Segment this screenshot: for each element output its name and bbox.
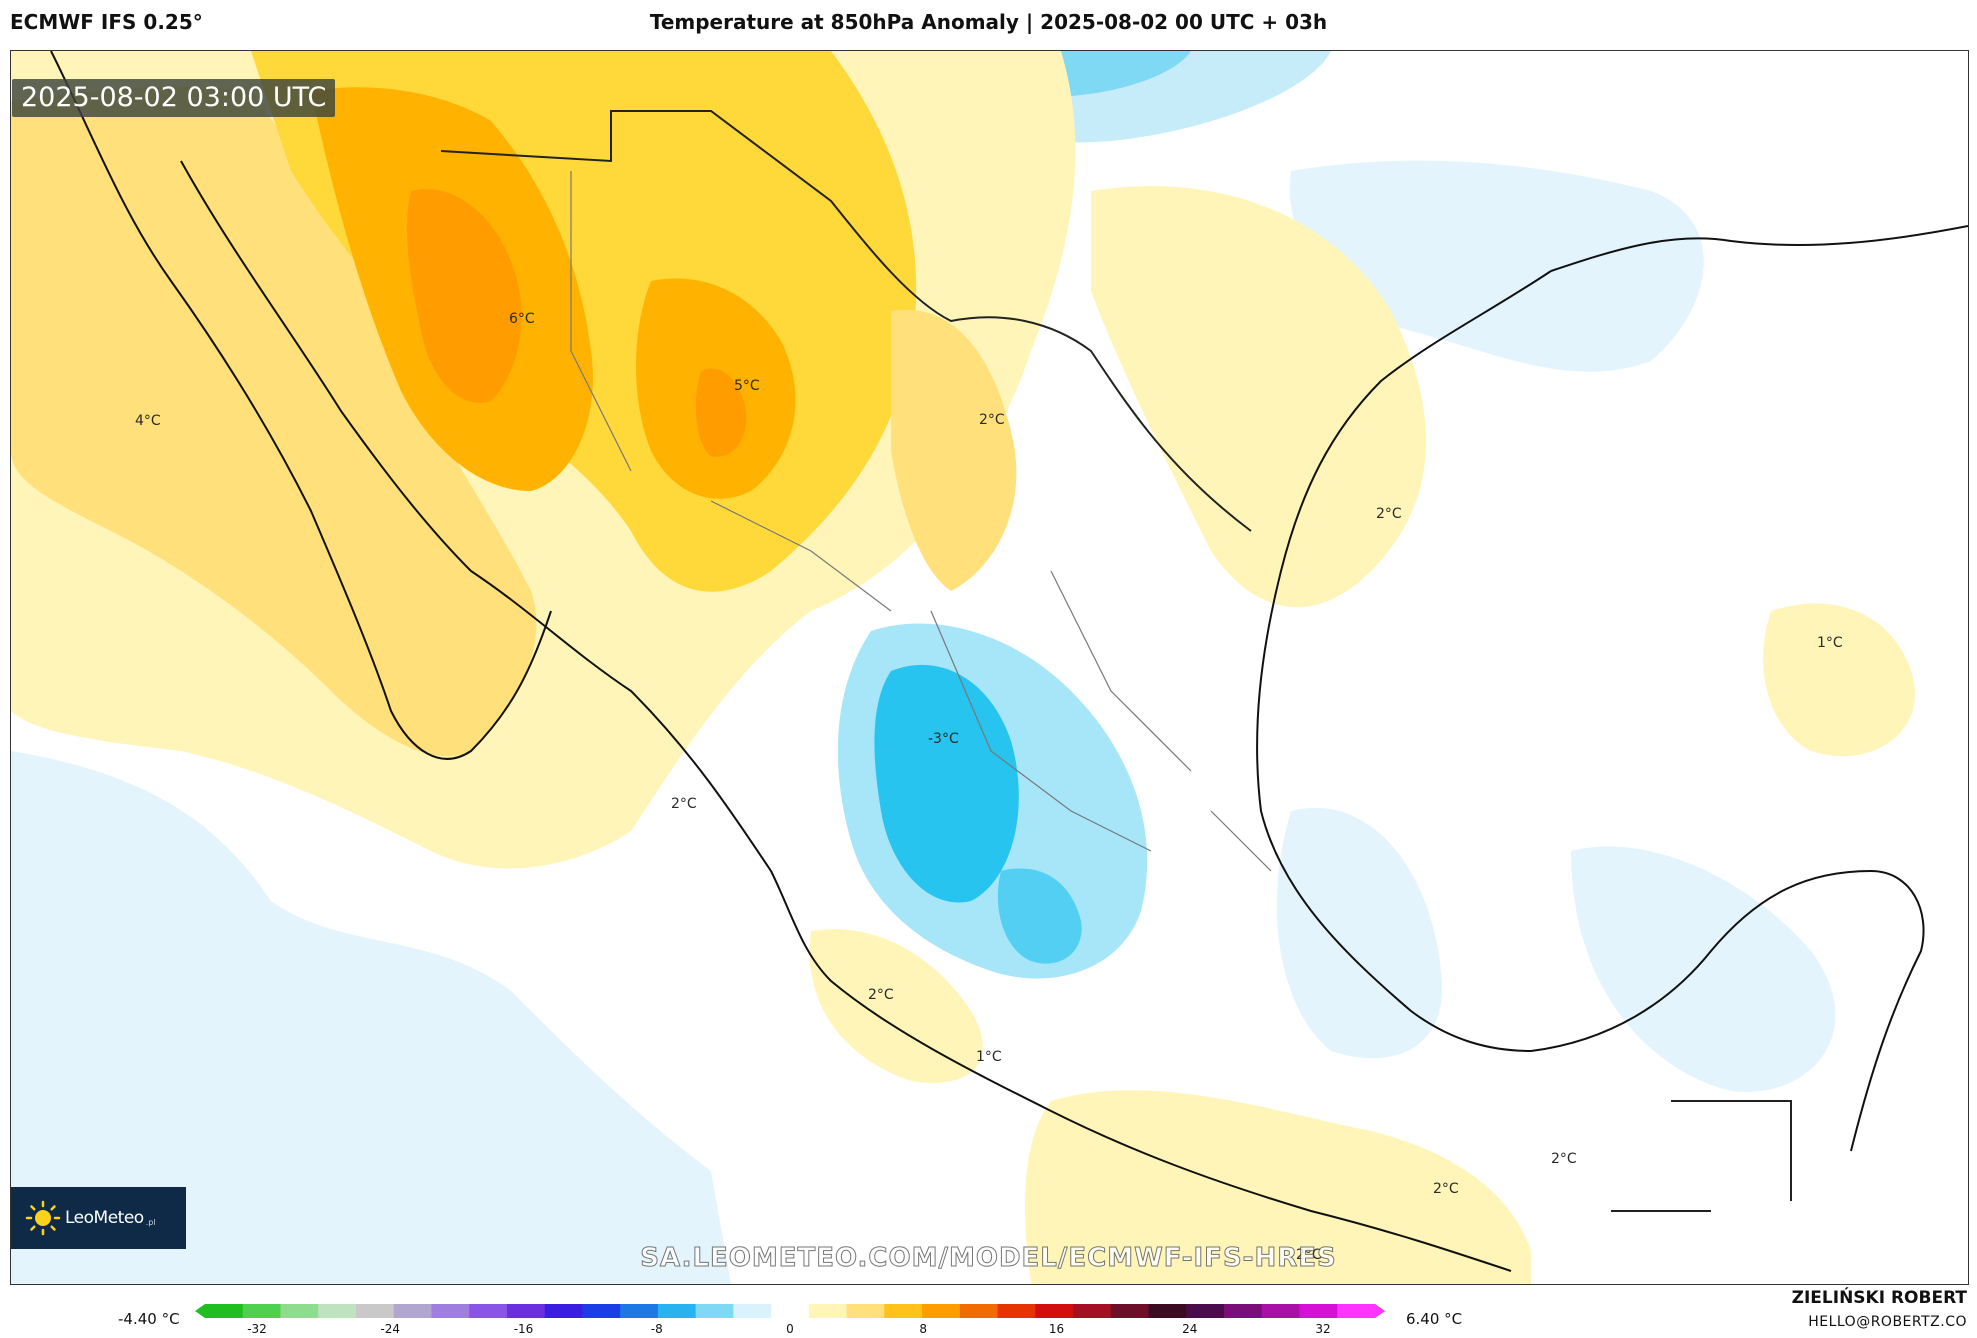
scale-segment	[431, 1304, 470, 1318]
temp-label: -3°C	[928, 731, 959, 747]
scale-tick-label: 32	[1315, 1322, 1331, 1336]
coastline-gulf	[1256, 270, 1925, 1152]
temp-label: 5°C	[734, 378, 760, 394]
scale-min-label: -4.40 °C	[118, 1310, 180, 1328]
scale-segment	[355, 1304, 395, 1318]
map-title: Temperature at 850hPa Anomaly | 2025-08-…	[649, 10, 1328, 34]
scale-segment	[393, 1304, 433, 1318]
border-central-america	[1611, 1100, 1792, 1212]
scale-tick-label: 8	[919, 1322, 928, 1336]
scale-tick-label: 0	[786, 1322, 794, 1336]
scale-segment	[1261, 1304, 1301, 1318]
scale-segment	[1073, 1304, 1112, 1318]
author-name: ZIELIŃSKI ROBERT	[1791, 1288, 1967, 1308]
scale-segment	[808, 1304, 848, 1318]
temp-label: 6°C	[509, 311, 535, 327]
scale-segment	[506, 1304, 546, 1318]
scale-tick-label: -8	[650, 1322, 663, 1336]
model-name: ECMWF IFS 0.25°	[10, 10, 203, 34]
scale-segment	[657, 1304, 697, 1318]
cool-anomaly-pacific	[11, 751, 731, 1284]
warm-anomaly-orange-core-2	[695, 368, 747, 457]
scale-segment	[1299, 1304, 1338, 1318]
watermark-url: SA.LEOMETEO.COM/MODEL/ECMWF-IFS-HRES	[640, 1243, 1337, 1274]
author-email[interactable]: HELLO@ROBERTZ.CO	[1808, 1314, 1967, 1330]
temp-label: 2°C	[1376, 506, 1402, 522]
scale-segment	[1148, 1304, 1187, 1318]
coastline-baja	[50, 51, 552, 760]
scale-segment	[959, 1304, 999, 1318]
warm-anomaly-pale-south	[1025, 1090, 1531, 1284]
scale-segment	[771, 1304, 810, 1318]
scale-max-label: 6.40 °C	[1406, 1310, 1463, 1328]
scale-segment	[582, 1304, 621, 1318]
temp-label: 2°C	[979, 412, 1005, 428]
warm-anomaly-yellow-texas	[891, 309, 1017, 591]
timestamp-badge: 2025-08-02 03:00 UTC	[12, 79, 336, 117]
scale-segment	[620, 1304, 659, 1318]
warm-anomaly-orange-core	[406, 189, 522, 403]
color-scale-bar	[195, 1304, 1385, 1318]
scale-tick-label: -24	[380, 1322, 401, 1336]
logo-brand: LeoMeteo	[65, 1208, 144, 1228]
scale-segment	[318, 1304, 357, 1318]
state-borders	[570, 171, 1272, 872]
temp-label: 2°C	[1296, 1247, 1322, 1263]
scale-segment	[884, 1304, 923, 1318]
cool-anomaly-core	[874, 664, 1019, 903]
scale-segment	[1035, 1304, 1074, 1318]
temp-label: 2°C	[1433, 1181, 1459, 1197]
scale-segment	[1224, 1304, 1263, 1318]
scale-segment	[733, 1304, 772, 1318]
scale-segment	[922, 1304, 961, 1318]
coastline-pacific	[180, 160, 1512, 1272]
warm-anomaly-pale-east	[1763, 603, 1915, 757]
scale-segment	[469, 1304, 508, 1318]
cool-anomaly-core-2	[997, 868, 1082, 964]
scale-arrow-right	[1375, 1304, 1385, 1318]
scale-segment	[695, 1304, 734, 1318]
map-canvas: 6°C 5°C 4°C 2°C 2°C 2°C 1°C -3°C 2°C 2°C…	[11, 51, 1968, 1284]
scale-tick-label: -32	[247, 1322, 267, 1336]
border-us-mexico	[440, 110, 1252, 532]
warm-anomaly-pale-coast	[809, 929, 983, 1083]
warm-anomaly-yellow-baja	[11, 86, 537, 757]
coastline-us-gulf	[1550, 225, 1968, 272]
temp-label: 1°C	[1817, 635, 1843, 651]
scale-tick-label: 16	[1048, 1322, 1065, 1336]
sun-icon	[25, 1200, 61, 1236]
scale-ticks: -32 -24 -16 -8 0 8 16 24 32	[0, 1322, 1977, 1338]
scale-tick-label: -16	[513, 1322, 534, 1336]
scale-arrow-left	[195, 1304, 205, 1318]
cool-anomaly-yucatan	[1571, 846, 1836, 1092]
warm-anomaly-pale-gulf	[1091, 186, 1426, 608]
anomaly-map[interactable]: 6°C 5°C 4°C 2°C 2°C 2°C 1°C -3°C 2°C 2°C…	[10, 50, 1969, 1285]
scale-segment	[280, 1304, 319, 1318]
logo-suffix: .pl	[145, 1217, 156, 1227]
temp-label: 4°C	[135, 413, 161, 429]
scale-segment	[1337, 1304, 1376, 1318]
temp-label: 2°C	[868, 987, 894, 1003]
scale-tick-label: 24	[1182, 1322, 1198, 1336]
temp-label: 1°C	[976, 1049, 1002, 1065]
scale-segment	[846, 1304, 885, 1318]
scale-segment	[242, 1304, 282, 1318]
scale-segment	[1110, 1304, 1150, 1318]
cool-anomaly-southeast	[1276, 807, 1443, 1059]
temp-label: 2°C	[1551, 1151, 1577, 1167]
scale-segment	[1186, 1304, 1225, 1318]
scale-segment	[544, 1304, 584, 1318]
leometeo-logo[interactable]: LeoMeteo .pl	[11, 1187, 186, 1249]
scale-segment	[205, 1304, 244, 1318]
scale-segment	[997, 1304, 1036, 1318]
temp-label: 2°C	[671, 796, 697, 812]
